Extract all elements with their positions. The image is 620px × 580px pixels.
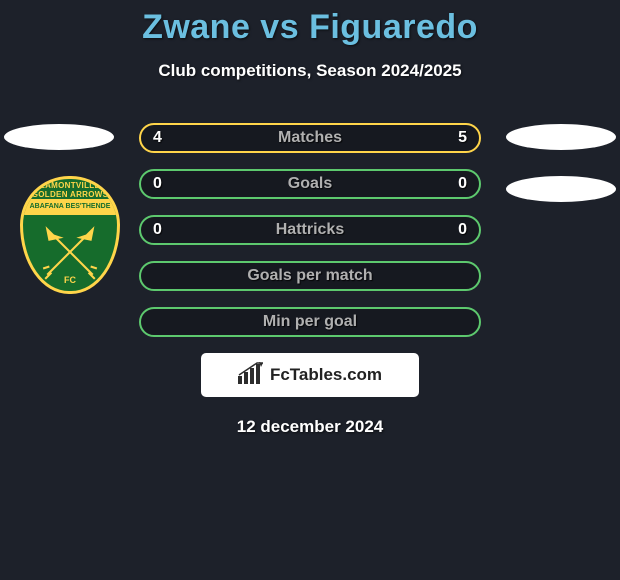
stat-value-left: 4	[153, 125, 162, 151]
stat-row-hattricks: Hattricks0 0	[139, 215, 481, 245]
stat-value-right: 5	[458, 125, 467, 151]
crest-fc-text: FC	[23, 275, 117, 285]
player1-badge-flag	[4, 124, 114, 150]
stat-label: Hattricks	[141, 217, 479, 243]
player2-club-flag	[506, 176, 616, 202]
stat-row-goals-per-match: Goals per match	[139, 261, 481, 291]
stat-label: Min per goal	[141, 309, 479, 335]
stat-value-left: 0	[153, 217, 162, 243]
stats-panel: Matches45Goals00Hattricks00Goals per mat…	[139, 123, 481, 337]
crest-banner: ABAFANA BES'THENDE	[20, 199, 120, 215]
stat-value-right: 0	[458, 217, 467, 243]
stat-value-right: 0	[458, 171, 467, 197]
stat-label: Matches	[141, 125, 479, 151]
footer-date: 12 december 2024	[0, 417, 620, 437]
page-title: Zwane vs Figuaredo	[0, 8, 620, 47]
crest-top-text: LAMONTVILLE GOLDEN ARROWS	[23, 181, 117, 199]
stat-value-left: 0	[153, 171, 162, 197]
crest-arrows-icon	[39, 221, 101, 283]
player1-club-crest: LAMONTVILLE GOLDEN ARROWS ABAFANA BES'TH…	[20, 176, 120, 294]
site-badge-label: FcTables.com	[270, 365, 382, 385]
stat-label: Goals	[141, 171, 479, 197]
player2-badge-flag	[506, 124, 616, 150]
stat-row-matches: Matches4 5	[139, 123, 481, 153]
stat-label: Goals per match	[141, 263, 479, 289]
site-badge[interactable]: FcTables.com	[201, 353, 419, 397]
page-subtitle: Club competitions, Season 2024/2025	[0, 61, 620, 81]
stat-row-min-per-goal: Min per goal	[139, 307, 481, 337]
stat-row-goals: Goals0 0	[139, 169, 481, 199]
site-badge-icon	[238, 362, 264, 389]
